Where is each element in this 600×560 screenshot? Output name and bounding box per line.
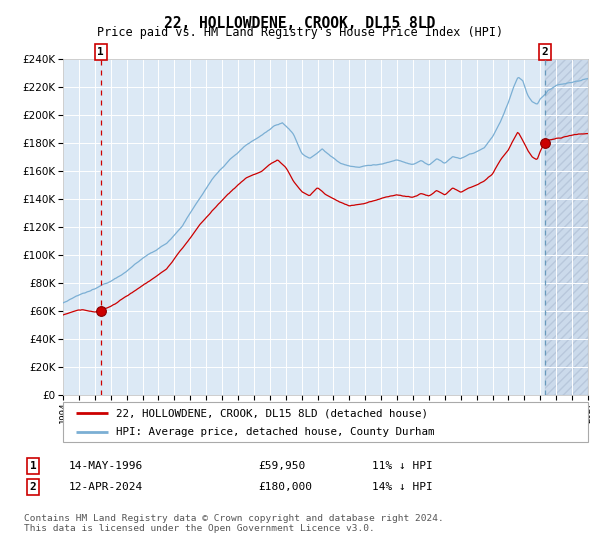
Text: 2: 2 xyxy=(541,47,548,57)
Text: 14-MAY-1996: 14-MAY-1996 xyxy=(69,461,143,471)
Text: £180,000: £180,000 xyxy=(258,482,312,492)
Text: Contains HM Land Registry data © Crown copyright and database right 2024.
This d: Contains HM Land Registry data © Crown c… xyxy=(24,514,444,534)
Text: £59,950: £59,950 xyxy=(258,461,305,471)
Text: 22, HOLLOWDENE, CROOK, DL15 8LD: 22, HOLLOWDENE, CROOK, DL15 8LD xyxy=(164,16,436,31)
FancyBboxPatch shape xyxy=(63,402,588,442)
Text: 2: 2 xyxy=(29,482,37,492)
Text: Price paid vs. HM Land Registry's House Price Index (HPI): Price paid vs. HM Land Registry's House … xyxy=(97,26,503,39)
Text: 11% ↓ HPI: 11% ↓ HPI xyxy=(372,461,433,471)
Text: 1: 1 xyxy=(97,47,104,57)
Text: 1: 1 xyxy=(29,461,37,471)
Text: 22, HOLLOWDENE, CROOK, DL15 8LD (detached house): 22, HOLLOWDENE, CROOK, DL15 8LD (detache… xyxy=(115,408,427,418)
Text: 12-APR-2024: 12-APR-2024 xyxy=(69,482,143,492)
Bar xyxy=(545,59,588,395)
Text: 14% ↓ HPI: 14% ↓ HPI xyxy=(372,482,433,492)
Text: HPI: Average price, detached house, County Durham: HPI: Average price, detached house, Coun… xyxy=(115,427,434,437)
